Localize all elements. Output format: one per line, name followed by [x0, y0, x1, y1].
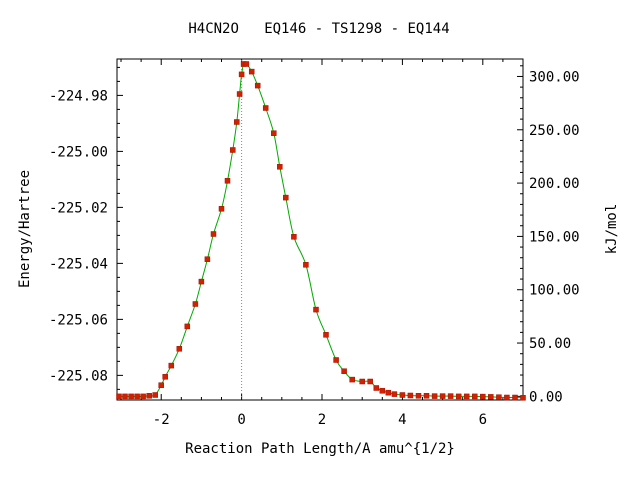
- data-point: [254, 82, 261, 89]
- data-points: [116, 61, 526, 401]
- data-point: [303, 262, 309, 268]
- data-point: [472, 393, 478, 400]
- y-left-tick-label: -225.08: [49, 368, 108, 384]
- data-point: [184, 323, 191, 330]
- x-axis-title: Reaction Path Length/A amu^{1/2}: [185, 441, 455, 457]
- x-tick-label: 0: [237, 412, 245, 428]
- data-point: [204, 256, 211, 262]
- data-point: [463, 393, 470, 400]
- data-point: [271, 130, 277, 136]
- data-point: [248, 68, 255, 75]
- y-right-tick-label: 200.00: [529, 176, 580, 192]
- y-left-tick-label: -225.06: [49, 312, 108, 328]
- data-point: [134, 393, 140, 400]
- data-point: [283, 194, 289, 201]
- data-point: [116, 393, 122, 400]
- data-point: [277, 164, 283, 170]
- data-point: [146, 393, 152, 399]
- data-point: [385, 389, 392, 396]
- data-point: [236, 91, 243, 97]
- plot-frame: [116, 58, 524, 401]
- data-point: [333, 357, 339, 363]
- data-point: [230, 147, 236, 153]
- data-point: [234, 119, 240, 125]
- chart-title: H4CN2O EQ146 - TS1298 - EQ144: [188, 21, 449, 37]
- data-point: [122, 393, 128, 400]
- data-point: [262, 105, 269, 111]
- data-point: [447, 393, 454, 399]
- data-point: [488, 394, 494, 400]
- data-point: [391, 391, 398, 397]
- y-right-tick-label: 50.00: [529, 336, 571, 352]
- left-axis-title: Energy/Hartree: [17, 170, 33, 288]
- data-point: [341, 368, 347, 374]
- data-point: [439, 393, 446, 399]
- data-point: [379, 388, 386, 394]
- data-point: [152, 392, 158, 398]
- data-point: [210, 231, 217, 237]
- data-point: [323, 332, 329, 338]
- data-point: [291, 234, 297, 240]
- x-tick-label: -2: [153, 412, 170, 428]
- data-point: [496, 394, 502, 400]
- data-point: [415, 393, 422, 399]
- data-point: [158, 382, 164, 388]
- data-point: [162, 374, 168, 380]
- data-point: [140, 393, 146, 400]
- x-tick-label: 2: [318, 412, 326, 428]
- data-point: [349, 376, 355, 383]
- y-right-tick-label: 300.00: [529, 69, 580, 85]
- y-right-tick-label: 100.00: [529, 283, 580, 299]
- data-point: [431, 393, 438, 399]
- data-point: [520, 395, 526, 401]
- data-point: [480, 393, 486, 400]
- data-point: [218, 206, 225, 212]
- tick-labels: -2 0 2 4 6 -224.98 -225.00 -225.02 -225.04 -225.0…: [49, 69, 580, 428]
- data-point: [512, 394, 518, 401]
- y-right-tick-label: 250.00: [529, 123, 580, 139]
- data-point: [224, 178, 231, 184]
- data-point: [128, 393, 134, 400]
- data-point: [504, 394, 510, 401]
- data-point: [373, 385, 380, 391]
- data-point: [407, 392, 414, 399]
- x-tick-label: 6: [479, 412, 487, 428]
- data-point: [243, 61, 250, 67]
- data-point: [238, 71, 245, 78]
- y-left-tick-label: -225.04: [49, 256, 108, 272]
- x-tick-label: 4: [398, 412, 406, 428]
- y-right-tick-label: 150.00: [529, 229, 580, 245]
- data-point: [192, 301, 199, 307]
- data-point: [359, 378, 365, 385]
- data-point: [313, 306, 319, 313]
- data-point: [399, 392, 406, 398]
- data-point: [168, 362, 175, 369]
- data-point: [198, 278, 205, 285]
- data-point: [176, 346, 183, 352]
- data-point: [423, 393, 430, 399]
- y-left-tick-label: -224.98: [49, 88, 108, 104]
- data-point: [455, 393, 462, 400]
- right-axis-title: kJ/mol: [604, 204, 620, 255]
- y-left-tick-label: -225.00: [49, 144, 108, 160]
- y-left-tick-label: -225.02: [49, 200, 108, 216]
- y-right-tick-label: 0.00: [529, 389, 563, 405]
- data-point: [367, 378, 373, 385]
